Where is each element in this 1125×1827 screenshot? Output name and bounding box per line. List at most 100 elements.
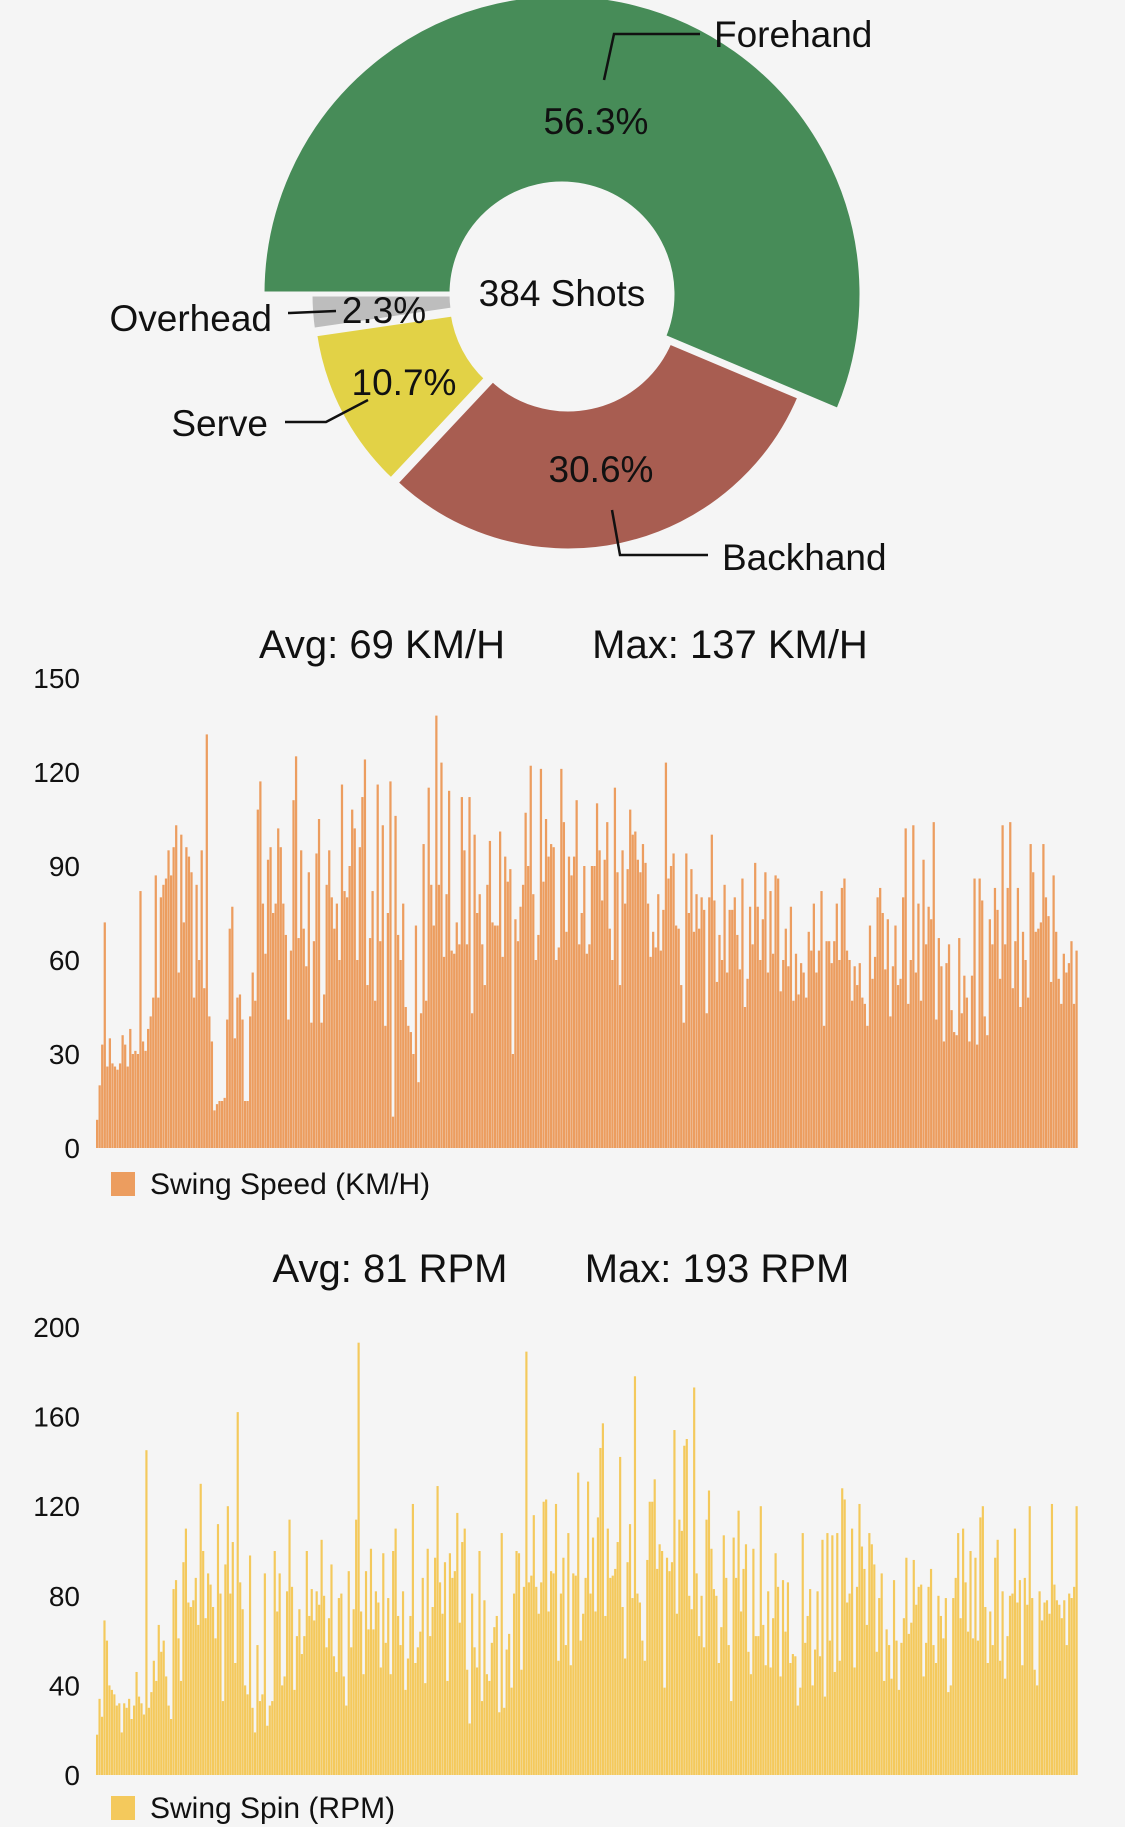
speed-bar [700,897,703,1148]
speed-bar [241,1019,244,1148]
speed-bar [983,1016,986,1148]
spin-bar [441,1613,444,1775]
spin-bar [799,1687,802,1775]
speed-bar [659,950,662,1148]
spin-bar [290,1586,294,1775]
donut-center-label: 384 Shots [479,273,646,314]
spin-bar [485,1674,489,1775]
spin-bar [735,1577,738,1775]
speed-bar [616,872,619,1148]
spin-bar [192,1600,195,1775]
spin-bar [587,1481,590,1775]
spin-bar [939,1615,942,1775]
spin-bar [769,1667,772,1775]
speed-bar [746,978,749,1148]
spin-bar [209,1584,212,1775]
speed-bar [708,897,711,1148]
speed-bar [733,897,736,1148]
spin-bar [633,1376,637,1775]
speed-bar [968,1041,971,1148]
spin-bar [461,1542,464,1775]
spin-bar [969,1551,972,1775]
speed-bar [947,944,951,1148]
spin-bar [621,1607,624,1775]
speed-bar [830,963,833,1148]
speed-bar [963,975,966,1148]
speed-bar [305,966,308,1148]
speed-bar [192,997,196,1148]
spin-bar [463,1528,466,1775]
spin-bar [278,1573,281,1775]
speed-bar [766,972,770,1148]
spin-bar [643,1660,646,1775]
spin-bar [979,1517,982,1775]
spin-bar [690,1609,693,1775]
speed-bar [458,944,461,1148]
speed-bar [389,781,392,1148]
spin-bar [779,1676,782,1775]
speed-bar [524,812,527,1148]
speed-bar [256,809,259,1148]
speed-bar [912,825,915,1148]
spin-bar [929,1568,933,1775]
speed-bar [417,1082,420,1148]
speed-bar [154,875,157,1148]
speed-bar [470,1013,474,1148]
speed-bar [1024,960,1027,1148]
speed-bar [705,1013,708,1148]
speed-bar [674,925,678,1148]
speed-bar [521,884,525,1148]
spin-bar [108,1685,111,1775]
spin-bar [399,1645,402,1775]
speed-bar [376,784,379,1148]
speed-bar [570,875,573,1148]
spin-bar [710,1548,713,1775]
speed-bar [565,931,568,1148]
spin-bar [424,1683,427,1775]
spin-bar [611,1575,614,1775]
speed-bar [504,856,507,1148]
speed-bar [945,963,948,1148]
speed-bar [692,931,696,1148]
spin-bar [809,1589,812,1775]
spin-bar [604,1615,607,1775]
speed-bar [139,891,142,1148]
spin-bar [784,1631,787,1775]
speed-bar [254,1000,257,1148]
speed-bar [274,903,277,1148]
speed-bar [440,762,443,1148]
speed-bar [478,894,481,1148]
speed-bar [116,1069,119,1148]
speed-bar [231,906,234,1148]
speed-bar [1044,897,1048,1148]
donut-slice-backhand [392,338,804,554]
speed-bar [412,1054,415,1148]
spin-bar [199,1483,202,1775]
speed-bar [450,950,453,1148]
speed-bar [774,875,777,1148]
spin-bar [954,1577,957,1775]
spin-bar [468,1723,471,1775]
speed-bar [136,1054,140,1148]
spin-bar [646,1559,649,1775]
speed-bar [618,985,622,1148]
speed-bar [292,800,295,1148]
speed-bar [529,765,532,1148]
speed-bar [779,991,782,1148]
speed-bar [902,897,905,1148]
spin-bar [648,1501,651,1775]
spin-bar [764,1665,767,1775]
speed-bar [629,809,632,1148]
speed-bar [506,881,509,1148]
spin-bar [843,1499,846,1775]
speed-y-tick-120: 120 [33,757,80,788]
speed-bar [879,887,882,1148]
forehand-pct-label: 56.3% [544,101,649,142]
spin-bar [179,1680,183,1775]
forehand-label: Forehand [714,14,872,55]
speed-bar [175,825,178,1148]
speed-bar [317,819,321,1148]
speed-bar [547,856,550,1148]
speed-bar [356,960,359,1148]
spin-bar [804,1642,807,1775]
